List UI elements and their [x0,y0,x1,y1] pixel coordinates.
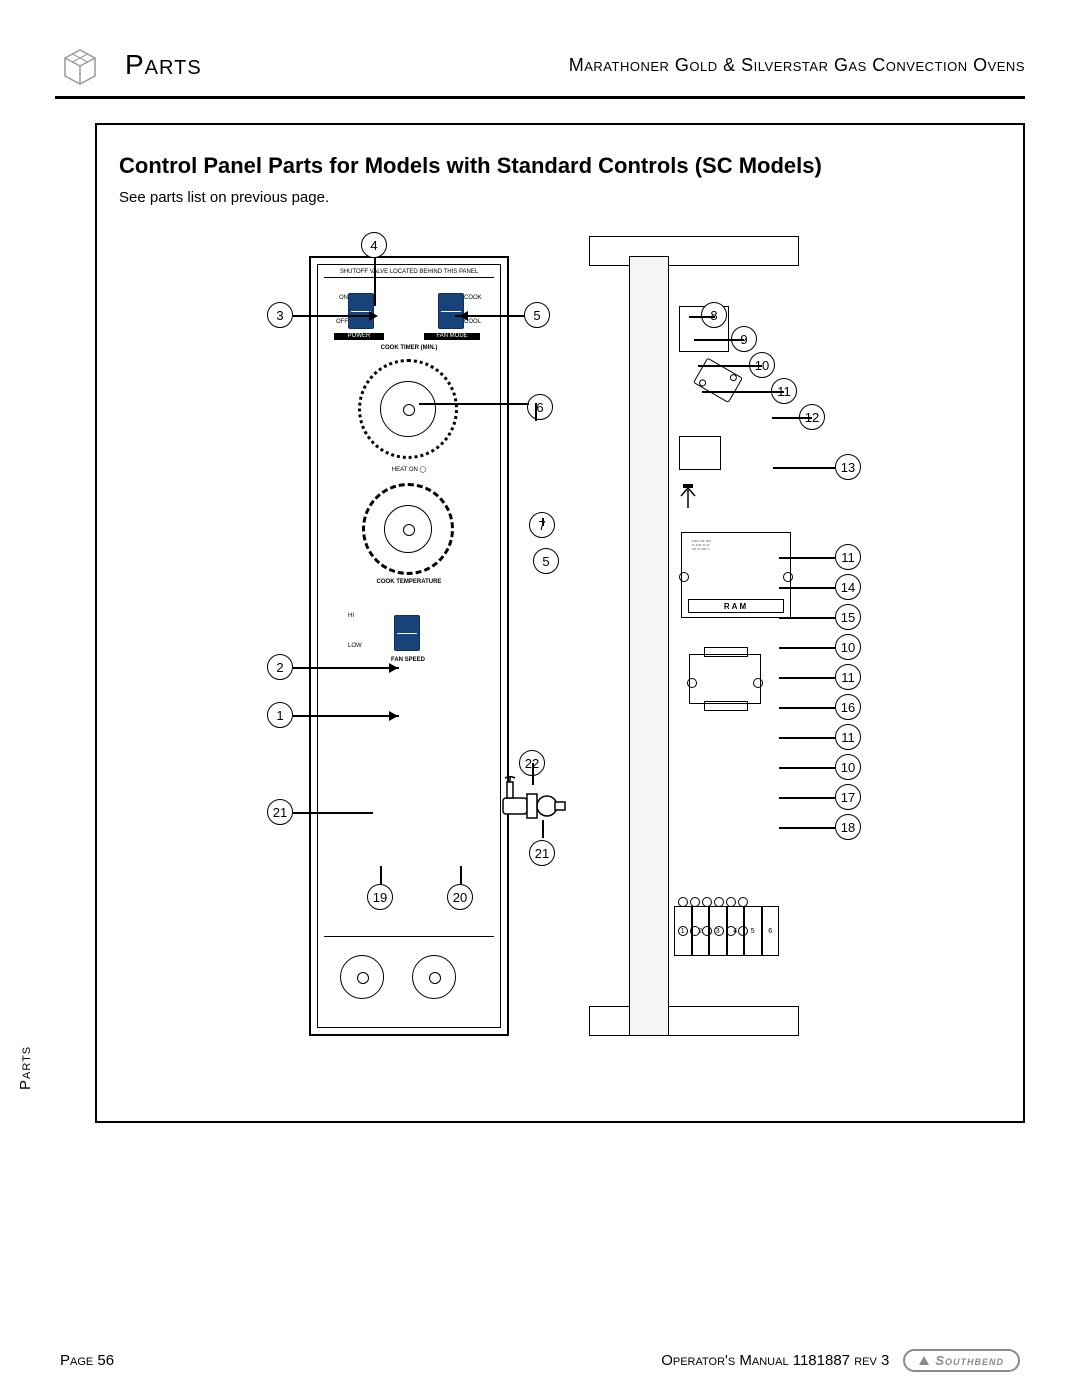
callout-3: 3 [267,302,293,328]
leader-line [460,866,462,884]
callout-14: 14 [835,574,861,600]
leader-line [293,667,399,669]
callout-4: 4 [361,232,387,258]
callout-11: 11 [835,664,861,690]
screw-right [412,955,456,999]
leader-line [293,812,373,814]
leader-line [779,647,835,649]
callout-15: 15 [835,604,861,630]
leader-line [694,339,744,341]
heaton-label: HEAT ON ◯ [318,467,500,474]
callout-11: 11 [835,544,861,570]
manual-id: Operator's Manual 1181887 rev 3 [661,1352,889,1369]
callout-6: 6 [527,394,553,420]
callout-17: 17 [835,784,861,810]
content-note: See parts list on previous page. [119,189,1013,206]
ignition-module: RAM ••••• ••• •••••• •••• •• ••••• •• ••… [681,532,791,618]
page-header: Parts Marathoner Gold & Silverstar Gas C… [55,40,1025,90]
callout-11: 11 [835,724,861,750]
fanspeed-label: FAN SPEED [378,657,438,664]
temperature-dial [384,505,432,553]
leader-line [698,365,762,367]
leader-line [535,403,537,421]
callout-19: 19 [367,884,393,910]
igniter-assembly [501,776,571,836]
side-tab-label: Parts [17,1046,34,1090]
leader-line [380,866,382,884]
leader-line [689,316,715,318]
power-label: POWER [334,333,384,340]
callout-16: 16 [835,694,861,720]
callout-18: 18 [835,814,861,840]
hi-label: HI [348,613,378,620]
temp-label: COOK TEMPERATURE [318,579,500,586]
low-label: LOW [348,643,378,650]
callout-5: 5 [533,548,559,574]
shutoff-note-label: SHUTOFF VALVE LOCATED BEHIND THIS PANEL [318,269,500,276]
leader-line [374,258,376,306]
timer-label: COOK TIMER (MIN.) [318,345,500,352]
header-subtitle: Marathoner Gold & Silverstar Gas Convect… [569,55,1025,76]
leader-line [779,707,835,709]
terminal-screws [677,923,749,941]
brand-name: Southbend [935,1353,1004,1368]
screw-left [340,955,384,999]
leader-line [542,518,544,526]
component-12 [679,436,721,470]
leader-line [779,557,835,559]
leader-line [779,587,835,589]
leader-line [532,763,534,785]
diagram: SHUTOFF VALVE LOCATED BEHIND THIS PANEL … [119,226,999,1086]
leader-line [419,403,529,405]
leader-line [779,617,835,619]
cook-label: COOK [464,295,504,302]
content-title: Control Panel Parts for Models with Stan… [119,153,1013,179]
component-rotated [687,352,747,412]
fanmode-label: FAN MODE [424,333,480,340]
ram-label: RAM [688,599,784,613]
fan-speed-switch [394,615,420,651]
page-footer: Page 56 Operator's Manual 1181887 rev 3 … [60,1349,1020,1372]
leader-line [293,315,371,317]
leader-line [773,467,835,469]
leader-line [779,827,835,829]
callout-1: 1 [267,702,293,728]
callout-20: 20 [447,884,473,910]
leader-line [702,391,784,393]
leader-line [779,767,835,769]
callout-5: 5 [524,302,550,328]
callout-10: 10 [835,754,861,780]
leader-line [293,715,399,717]
leader-line [542,820,544,838]
callout-8: 8 [701,302,727,328]
page-number: Page 56 [60,1352,114,1369]
timer-dial [380,381,436,437]
header-rule [55,96,1025,99]
leader-line [779,677,835,679]
front-panel: SHUTOFF VALVE LOCATED BEHIND THIS PANEL … [309,256,509,1036]
cool-label: COOL [464,319,504,326]
callout-21: 21 [267,799,293,825]
callout-13: 13 [835,454,861,480]
transformer [689,654,761,704]
brand-badge: Southbend [903,1349,1020,1372]
arrow-icon-7 [677,484,699,510]
section-title: Parts [125,49,202,81]
cube-icon [55,40,105,90]
callout-10: 10 [835,634,861,660]
leader-line [779,797,835,799]
content-frame: Control Panel Parts for Models with Stan… [95,123,1025,1123]
leader-line [779,737,835,739]
off-label: OFF [318,319,348,326]
callout-21: 21 [529,840,555,866]
on-label: ON [318,295,348,302]
leader-line [772,417,812,419]
callout-2: 2 [267,654,293,680]
